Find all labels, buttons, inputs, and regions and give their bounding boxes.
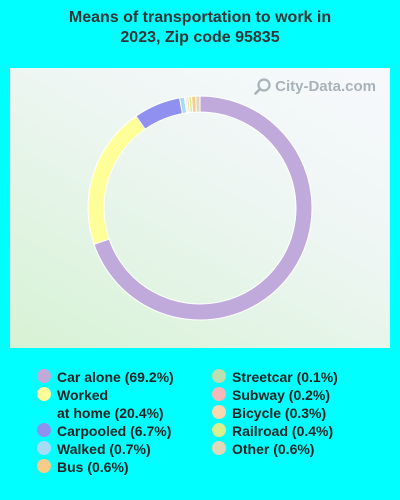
legend-swatch bbox=[212, 369, 226, 383]
legend-swatch bbox=[37, 459, 51, 473]
legend-label: Railroad (0.4%) bbox=[232, 423, 334, 439]
legend-item-streetcar: Streetcar (0.1%) bbox=[212, 368, 338, 386]
chart-panel: City-Data.com bbox=[10, 68, 390, 348]
chart-title: Means of transportation to work in 2023,… bbox=[0, 8, 400, 48]
legend-swatch bbox=[37, 423, 51, 437]
legend-item-bus: Bus (0.6%) bbox=[37, 458, 174, 476]
legend-label: Bus (0.6%) bbox=[57, 459, 129, 475]
magnifier-icon bbox=[254, 78, 271, 95]
legend-label: Bicycle (0.3%) bbox=[232, 405, 327, 421]
legend-label: Carpooled (6.7%) bbox=[57, 423, 172, 439]
legend-label: Car alone (69.2%) bbox=[57, 369, 174, 385]
legend-label: Walked (0.7%) bbox=[57, 441, 151, 457]
watermark: City-Data.com bbox=[254, 77, 376, 95]
legend-swatch bbox=[37, 441, 51, 455]
donut-chart bbox=[87, 95, 313, 321]
chart-title-line-2: 2023, Zip code 95835 bbox=[120, 29, 280, 46]
watermark-text: City-Data.com bbox=[275, 77, 376, 95]
legend-item-worked-at-home: Worked at home (20.4%) bbox=[37, 386, 174, 422]
legend-item-other: Other (0.6%) bbox=[212, 440, 338, 458]
chart-title-line-1: Means of transportation to work in bbox=[68, 9, 332, 26]
legend-column-right: Streetcar (0.1%) Subway (0.2%) Bicycle (0.… bbox=[212, 368, 338, 458]
legend-label: Other (0.6%) bbox=[232, 441, 315, 457]
legend-label: Worked at home (20.4%) bbox=[57, 387, 164, 421]
slice-other bbox=[195, 95, 201, 113]
legend-item-car-alone: Car alone (69.2%) bbox=[37, 368, 174, 386]
legend-item-walked: Walked (0.7%) bbox=[37, 440, 174, 458]
legend-item-carpooled: Carpooled (6.7%) bbox=[37, 422, 174, 440]
legend-item-subway: Subway (0.2%) bbox=[212, 386, 338, 404]
legend-item-bicycle: Bicycle (0.3%) bbox=[212, 404, 338, 422]
legend-label: Streetcar (0.1%) bbox=[232, 369, 338, 385]
legend-swatch bbox=[212, 387, 226, 401]
legend-swatch bbox=[212, 423, 226, 437]
legend-swatch bbox=[37, 387, 51, 401]
slice-carpooled bbox=[135, 97, 184, 130]
legend-item-railroad: Railroad (0.4%) bbox=[212, 422, 338, 440]
legend-label: Subway (0.2%) bbox=[232, 387, 331, 403]
legend-swatch bbox=[37, 369, 51, 383]
legend-swatch bbox=[212, 441, 226, 455]
legend-column-left: Car alone (69.2%) Worked at home (20.4%) C… bbox=[37, 368, 174, 476]
slice-worked-at-home bbox=[87, 115, 146, 245]
legend: Car alone (69.2%) Worked at home (20.4%) C… bbox=[0, 368, 400, 488]
legend-swatch bbox=[212, 405, 226, 419]
